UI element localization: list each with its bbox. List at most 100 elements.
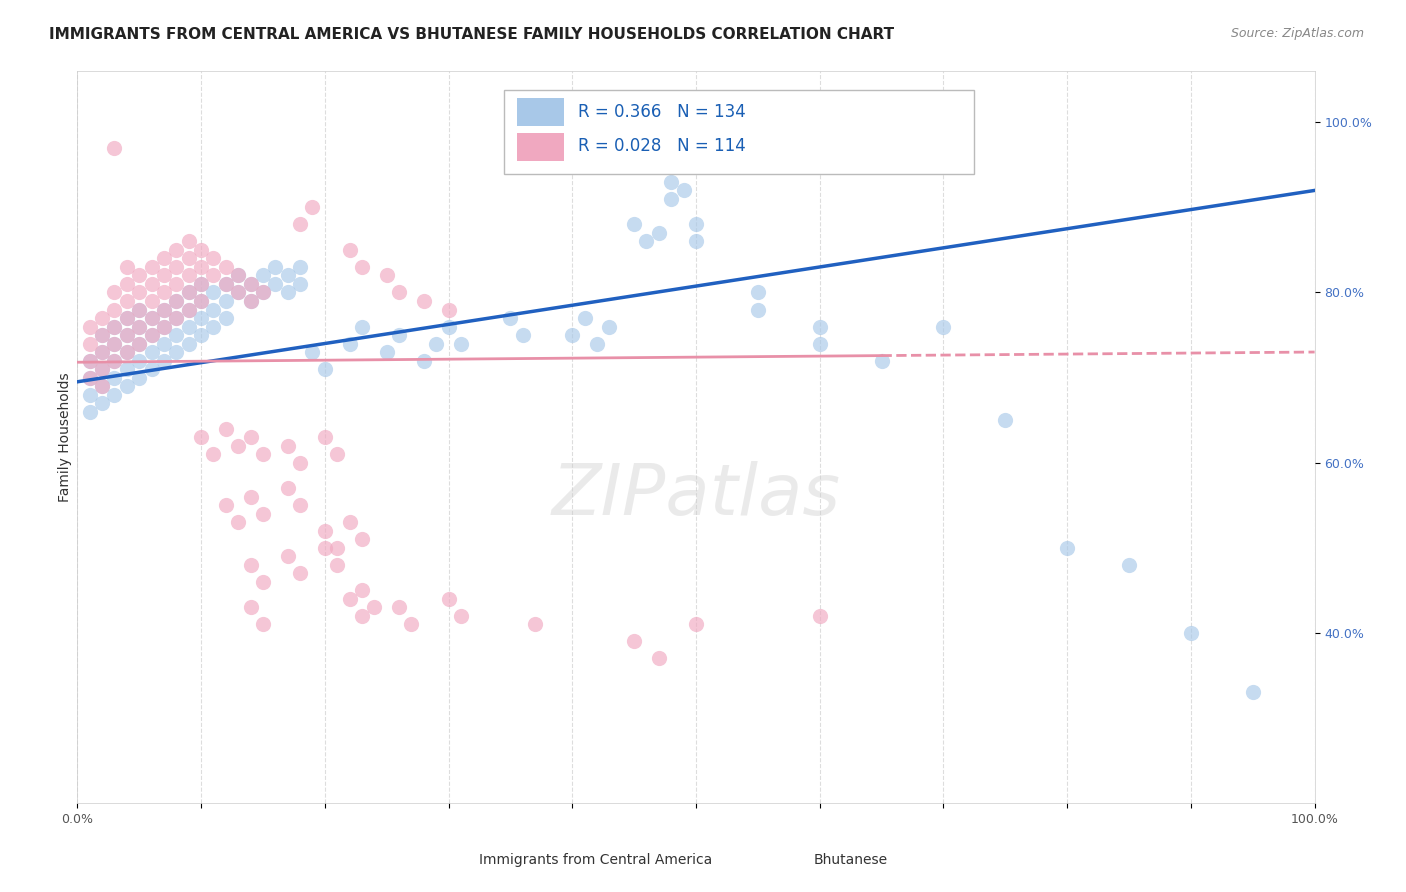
Point [215,421,238,435]
Point [252,447,274,461]
Point [128,285,150,300]
Text: ZIPatlas: ZIPatlas [551,461,841,530]
Point [115,345,138,359]
Point [659,192,682,206]
Point [103,353,125,368]
Point [450,336,472,351]
Point [79,353,101,368]
Point [561,328,583,343]
Point [277,268,299,283]
Point [288,277,311,291]
Point [79,370,101,384]
Point [91,379,114,393]
Point [115,311,138,326]
Point [128,302,150,317]
Point [339,336,361,351]
Point [252,574,274,589]
Point [79,319,101,334]
Point [128,319,150,334]
Point [994,413,1017,427]
Point [659,175,682,189]
Point [215,277,238,291]
Y-axis label: Family Households: Family Households [58,372,72,502]
Point [165,311,187,326]
Point [1118,558,1140,572]
Point [115,260,138,274]
Point [685,218,707,232]
Point [91,328,114,343]
Point [264,277,287,291]
Point [623,218,645,232]
Text: Source: ZipAtlas.com: Source: ZipAtlas.com [1230,27,1364,40]
Point [288,456,311,470]
Point [339,591,361,606]
Point [190,277,212,291]
Point [326,447,349,461]
Point [301,201,323,215]
Point [375,268,398,283]
Point [103,336,125,351]
FancyBboxPatch shape [516,133,564,161]
FancyBboxPatch shape [443,853,470,869]
Point [388,285,411,300]
Point [153,336,176,351]
Point [339,515,361,529]
Point [239,293,262,308]
Point [215,311,238,326]
Point [636,235,658,249]
Point [425,336,447,351]
Point [115,293,138,308]
Point [747,285,769,300]
Point [79,387,101,401]
Point [202,285,225,300]
Point [141,260,163,274]
Point [524,617,547,632]
Point [277,549,299,563]
Point [314,430,336,444]
Point [190,430,212,444]
Point [252,285,274,300]
Point [190,311,212,326]
Point [226,285,249,300]
Point [79,336,101,351]
Text: R = 0.028   N = 114: R = 0.028 N = 114 [578,137,747,155]
FancyBboxPatch shape [776,853,804,869]
Point [288,566,311,581]
Point [165,293,187,308]
Point [190,243,212,257]
Point [226,439,249,453]
Point [91,328,114,343]
Point [437,302,460,317]
Point [190,328,212,343]
Point [239,600,262,615]
Point [326,541,349,555]
Point [350,583,373,598]
Point [215,277,238,291]
Point [239,430,262,444]
Point [91,396,114,410]
Point [215,498,238,512]
Point [239,293,262,308]
Point [141,328,163,343]
Point [808,336,831,351]
Point [79,353,101,368]
Point [314,541,336,555]
Point [350,608,373,623]
Point [202,252,225,266]
Point [141,362,163,376]
Point [226,285,249,300]
Point [103,336,125,351]
Point [91,362,114,376]
Point [115,362,138,376]
FancyBboxPatch shape [516,98,564,126]
Point [153,319,176,334]
Point [450,608,472,623]
Point [177,285,200,300]
Point [141,311,163,326]
Point [808,319,831,334]
Point [115,345,138,359]
Point [239,277,262,291]
Point [314,524,336,538]
Point [141,345,163,359]
Point [153,319,176,334]
